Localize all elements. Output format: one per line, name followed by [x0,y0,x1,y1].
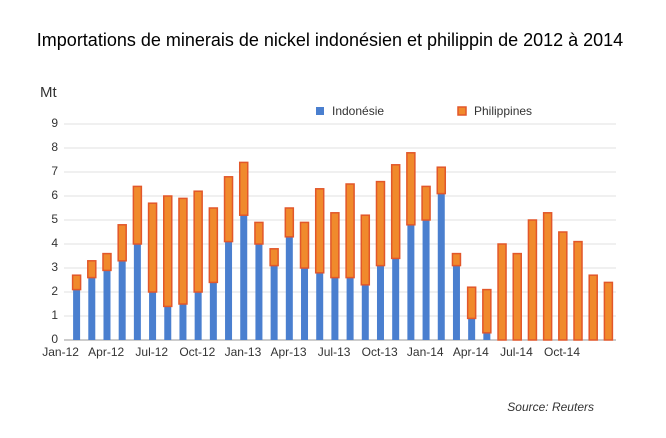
bar-segment [422,220,430,340]
bar-segment [179,304,187,340]
x-tick-label: Jan-12 [42,345,79,359]
bar-segment [375,180,386,267]
bar-segment [392,258,400,340]
x-tick-label: Jul-12 [135,345,168,359]
bar-segment [87,260,97,279]
bar-segment [360,214,371,286]
y-tick-label: 7 [51,164,58,178]
bar-segment [331,277,339,340]
x-tick-label: Oct-12 [179,345,215,359]
bar-segment [345,183,355,279]
x-tick-label: Jul-14 [500,345,533,359]
bar-segment [573,240,583,341]
bar-segment [588,274,598,341]
bar-segment [147,202,158,293]
bar-segment [466,286,477,320]
bar-segment [238,161,249,216]
bar-segment [512,252,522,341]
y-tick-label: 3 [51,260,58,274]
source: Source: Reuters [507,400,594,414]
bar-segment [118,260,126,340]
bar-segment [71,274,82,291]
bar-segment [223,176,234,243]
bar-segment [301,268,309,340]
bar-segment [542,212,553,341]
y-axis-label: Mt [40,84,57,101]
bar-segment [407,224,415,340]
bar-segment [558,231,568,341]
x-tick-label: Apr-13 [270,345,306,359]
bar-segment [497,243,507,341]
bar-segment [482,288,492,334]
bar-segment [483,332,491,340]
bar-segment [132,185,143,245]
bar-segment [164,306,172,340]
x-tick-label: Apr-14 [453,345,489,359]
x-tick-label: Jan-14 [407,345,444,359]
bar-segment [421,185,431,221]
bar-segment [193,190,203,293]
bar-segment [346,277,354,340]
bar-segment [73,289,81,340]
x-tick-label: Jul-13 [318,345,351,359]
y-tick-label: 8 [51,140,58,154]
bar-segment [437,193,445,340]
bar-segment [284,207,295,238]
bar-segment [254,221,264,245]
y-tick-label: 4 [51,236,58,250]
bar-segment [149,292,157,340]
legend-swatch [457,106,467,116]
bar-segment [270,265,278,340]
bar-segment [133,244,141,340]
chart-title: Importations de minerais de nickel indon… [37,30,623,50]
legend-label: Indonésie [332,104,384,118]
x-tick-label: Jan-13 [225,345,262,359]
bar-segment [330,212,340,279]
bar-segment [269,248,279,267]
x-tick-label: Oct-13 [362,345,398,359]
bar-segment [255,244,263,340]
bar-segment [316,272,324,340]
legend-swatch [316,107,324,115]
bar-segment [88,277,96,340]
bar-segment [285,236,293,340]
bar-segment [299,221,310,269]
bar-segment [178,197,188,305]
bar-segment [240,215,248,340]
bar-segment [406,152,416,226]
y-tick-label: 1 [51,308,58,322]
bar-segment [163,195,173,308]
bar-segment [209,282,217,340]
bar-segment [117,224,127,262]
y-tick-label: 5 [51,212,58,226]
bar-segment [390,164,401,260]
y-tick-label: 6 [51,188,58,202]
bar-segment [102,252,112,272]
bar-segment [361,284,369,340]
bar-segment [452,265,460,340]
bar-segment [103,270,111,340]
bar-segment [603,281,614,341]
y-tick-label: 9 [51,116,58,130]
bar-segment [314,188,325,274]
bar-segment [451,252,462,267]
x-tick-label: Oct-14 [544,345,580,359]
bar-segment [194,292,202,340]
bar-segment [436,166,447,195]
bar-segment [225,241,233,340]
bar-segment [468,318,476,340]
y-tick-label: 0 [51,332,58,346]
x-tick-label: Apr-12 [88,345,124,359]
bar-segment [376,265,384,340]
bar-segment [208,207,219,284]
legend-label: Philippines [474,104,532,118]
y-tick-label: 2 [51,284,58,298]
bar-segment [527,219,538,341]
